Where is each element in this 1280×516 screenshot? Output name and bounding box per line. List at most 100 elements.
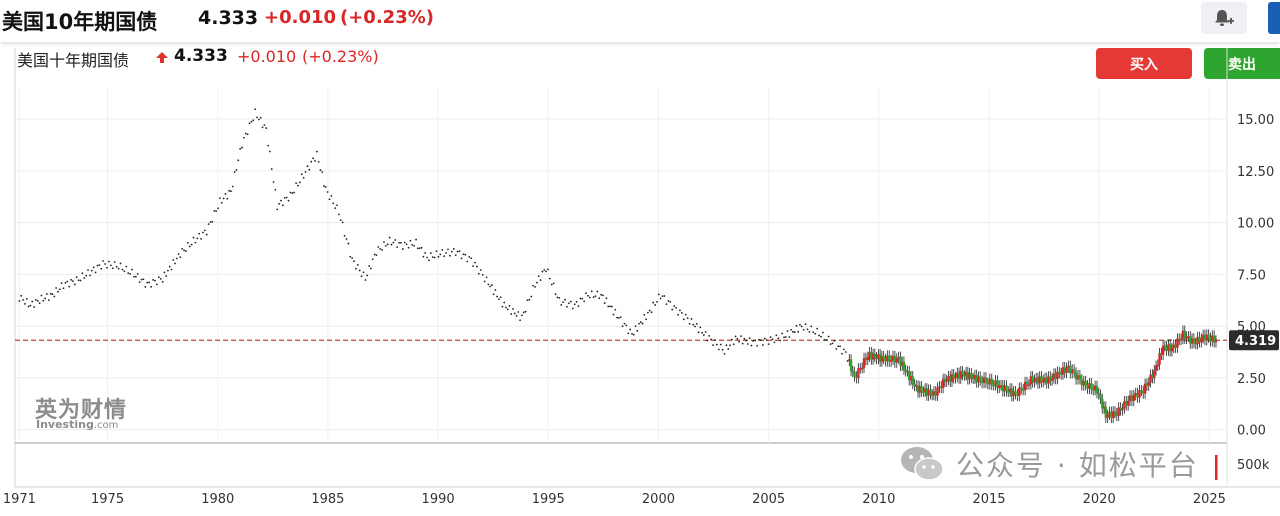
series-point	[784, 336, 787, 338]
series-point	[319, 169, 322, 171]
series-point	[694, 325, 696, 328]
candle-body	[930, 394, 934, 396]
candle-body	[871, 353, 875, 360]
series-point	[479, 269, 482, 271]
series-point	[183, 249, 185, 252]
series-point	[401, 248, 404, 250]
series-point	[458, 250, 461, 253]
candle-body	[1095, 385, 1099, 394]
series-point	[449, 254, 451, 257]
series-point	[443, 255, 446, 258]
series-point	[186, 241, 189, 244]
series-point	[477, 272, 480, 275]
candle-body	[1020, 387, 1023, 390]
series-point	[355, 267, 357, 270]
series-point	[581, 297, 584, 300]
buy-button[interactable]: 买入	[1096, 48, 1192, 79]
series-point	[663, 295, 666, 297]
candle-body	[1134, 392, 1137, 396]
series-point	[775, 334, 778, 337]
series-point	[602, 294, 604, 297]
series-point	[219, 197, 221, 200]
series-point	[732, 343, 735, 346]
candle-body	[1167, 344, 1170, 351]
series-point	[213, 209, 216, 212]
candle-body	[1185, 336, 1188, 339]
series-point	[673, 305, 676, 307]
candle-body	[1080, 379, 1084, 386]
candle-body	[1192, 338, 1196, 343]
candle-body	[1115, 413, 1119, 416]
candle-body	[1194, 342, 1197, 345]
series-point	[431, 256, 434, 259]
candle-body	[1056, 371, 1059, 380]
series-point	[833, 339, 836, 342]
candle-body	[916, 385, 920, 393]
series-point	[323, 185, 325, 187]
candle-body	[1121, 408, 1124, 411]
candle-body	[884, 358, 887, 362]
candle-body	[1190, 338, 1194, 344]
candle-body	[1067, 365, 1070, 368]
series-point	[192, 236, 195, 239]
series-point	[22, 299, 24, 301]
series-point	[515, 314, 518, 317]
candle-body	[980, 380, 984, 384]
candle-body	[1108, 411, 1111, 415]
series-point	[750, 344, 753, 347]
series-point	[55, 287, 58, 289]
series-point	[447, 248, 449, 251]
series-point	[66, 280, 69, 283]
candle-body	[855, 376, 858, 379]
series-point	[650, 311, 653, 314]
series-point	[358, 269, 361, 272]
series-point	[85, 274, 88, 277]
series-point	[643, 313, 646, 316]
candle-body	[1072, 369, 1076, 373]
series-point	[812, 331, 815, 334]
candle-body	[1153, 370, 1156, 379]
series-point	[70, 278, 72, 281]
series-point	[682, 318, 685, 321]
menu-button-edge[interactable]	[1268, 2, 1280, 34]
series-point	[75, 276, 78, 279]
x-tick-label: 2000	[642, 492, 675, 507]
candle-body	[1102, 406, 1106, 409]
sell-button[interactable]: 卖出	[1204, 48, 1280, 79]
series-point	[771, 338, 774, 341]
candle-body	[977, 376, 980, 383]
series-point	[632, 333, 635, 336]
series-point	[524, 310, 527, 313]
series-point	[196, 237, 199, 240]
candle-body	[1200, 338, 1203, 343]
series-point	[215, 210, 218, 213]
candle-body	[940, 386, 943, 389]
candle-body	[1059, 373, 1063, 375]
series-point	[317, 160, 320, 163]
series-point	[476, 265, 478, 268]
series-point	[47, 299, 50, 301]
series-point	[123, 270, 126, 273]
series-point	[308, 168, 311, 171]
add-alert-button[interactable]	[1201, 2, 1247, 34]
series-point	[202, 231, 204, 234]
candle-body	[891, 355, 895, 360]
x-tick-label: 1980	[201, 492, 234, 507]
series-point	[721, 348, 724, 351]
candle-body	[992, 384, 995, 387]
candle-body	[1111, 411, 1115, 418]
series-point	[68, 285, 71, 288]
candle-body	[897, 356, 900, 359]
social-watermark-text: 公众号 · 如松平台	[956, 449, 1199, 482]
series-point	[501, 305, 504, 308]
candle-body	[1005, 385, 1008, 392]
candle-body	[1042, 379, 1045, 383]
series-point	[841, 352, 843, 355]
series-point	[629, 328, 632, 331]
series-point	[499, 296, 502, 299]
series-point	[679, 309, 681, 312]
candle-body	[964, 371, 968, 376]
series-point	[268, 150, 271, 153]
candle-body	[998, 385, 1001, 389]
